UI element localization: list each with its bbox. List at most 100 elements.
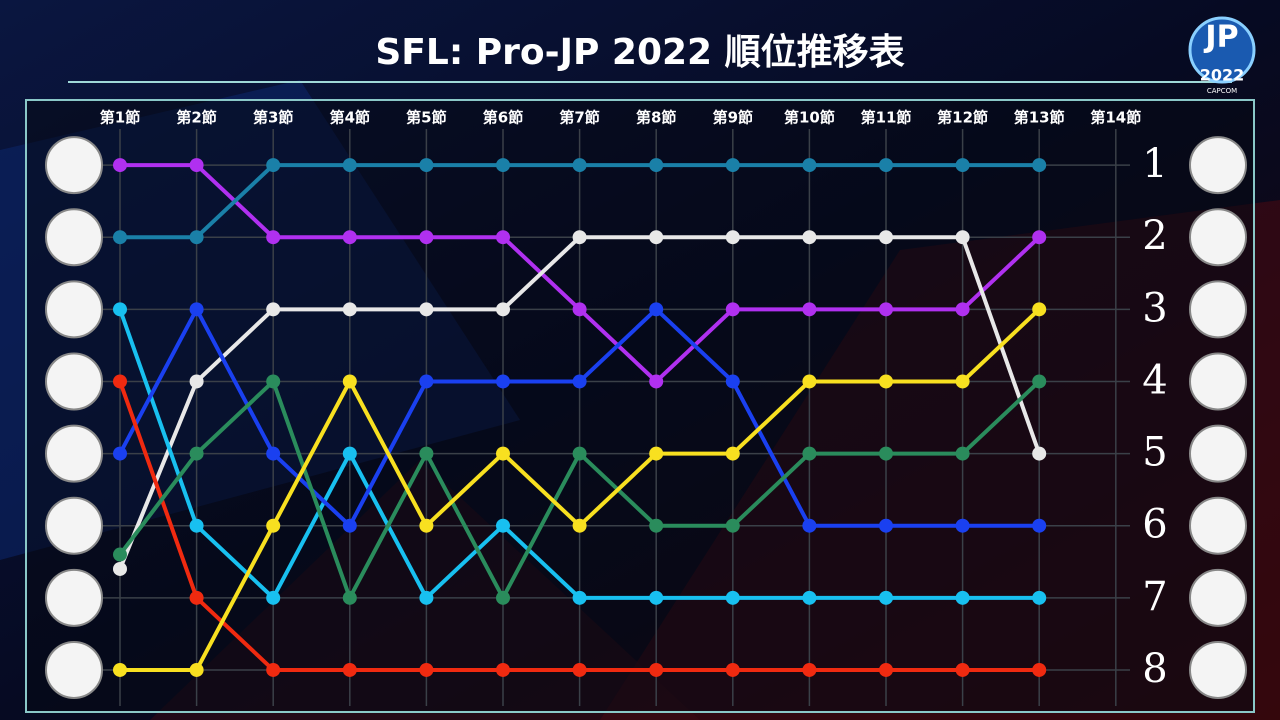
x-tick-label: 第1節 <box>100 109 140 127</box>
point <box>649 590 664 605</box>
point <box>649 662 664 677</box>
point <box>725 446 740 461</box>
point <box>266 302 281 317</box>
point <box>879 518 893 533</box>
point <box>189 302 204 317</box>
point <box>572 158 587 173</box>
point <box>802 446 817 461</box>
point <box>419 302 434 317</box>
point <box>189 518 204 533</box>
team-logo <box>1189 568 1247 627</box>
point <box>879 158 893 173</box>
point <box>189 446 204 461</box>
x-tick-label: 第6節 <box>483 109 523 127</box>
point <box>419 662 434 677</box>
point <box>1032 590 1047 605</box>
point <box>879 230 893 245</box>
point <box>342 590 357 605</box>
point <box>419 374 434 389</box>
y-tick-label: 1 <box>1142 141 1167 187</box>
team-logo <box>45 496 103 555</box>
point <box>113 230 127 245</box>
point <box>419 590 434 605</box>
x-tick-label: 第13節 <box>1014 109 1065 127</box>
point <box>342 230 357 245</box>
team-logo <box>1189 208 1247 267</box>
point <box>955 518 970 533</box>
point <box>649 446 664 461</box>
y-tick-label: 3 <box>1142 285 1167 331</box>
point <box>266 662 281 677</box>
point <box>955 374 970 389</box>
y-tick-label: 2 <box>1142 213 1167 259</box>
point <box>649 518 664 533</box>
x-tick-label: 第5節 <box>406 109 446 127</box>
point <box>955 158 970 173</box>
point <box>802 302 817 317</box>
point <box>802 518 817 533</box>
point <box>955 662 970 677</box>
point <box>649 230 664 245</box>
point <box>725 662 740 677</box>
point <box>802 158 817 173</box>
point <box>802 374 817 389</box>
y-tick-label: 8 <box>1142 646 1167 692</box>
point <box>1032 446 1047 461</box>
team-logo <box>45 352 103 411</box>
point <box>342 302 357 317</box>
point <box>496 590 510 605</box>
point <box>342 374 357 389</box>
team-logo <box>1189 352 1247 411</box>
point <box>1032 230 1047 245</box>
point <box>802 662 817 677</box>
point <box>189 374 204 389</box>
point <box>266 158 281 173</box>
point <box>113 446 127 461</box>
point <box>879 662 893 677</box>
point <box>266 374 281 389</box>
point <box>419 230 434 245</box>
point <box>725 302 740 317</box>
x-tick-label: 第9節 <box>713 109 753 127</box>
point <box>879 446 893 461</box>
team-logo <box>45 208 103 267</box>
point <box>189 590 204 605</box>
point <box>572 302 587 317</box>
point <box>496 374 510 389</box>
y-tick-label: 5 <box>1142 430 1167 476</box>
point <box>342 518 357 533</box>
team-logo <box>1189 280 1247 339</box>
point <box>802 590 817 605</box>
team-logo <box>45 640 103 699</box>
point <box>572 230 587 245</box>
y-tick-label: 7 <box>1142 574 1167 620</box>
point <box>955 590 970 605</box>
point <box>955 302 970 317</box>
point <box>879 590 893 605</box>
point <box>342 446 357 461</box>
point <box>189 230 204 245</box>
point <box>419 518 434 533</box>
point <box>649 158 664 173</box>
team-logo <box>45 136 103 195</box>
point <box>419 446 434 461</box>
point <box>1032 158 1047 173</box>
point <box>1032 302 1047 317</box>
logo-brand: CAPCOM <box>1207 87 1237 95</box>
point <box>189 662 204 677</box>
point <box>342 158 357 173</box>
point <box>572 374 587 389</box>
x-tick-label: 第10節 <box>784 109 835 127</box>
point <box>113 547 127 562</box>
point <box>496 446 510 461</box>
point <box>879 374 893 389</box>
point <box>725 158 740 173</box>
point <box>572 662 587 677</box>
point <box>496 302 510 317</box>
point <box>419 158 434 173</box>
point <box>266 230 281 245</box>
point <box>342 662 357 677</box>
point <box>496 158 510 173</box>
point <box>572 446 587 461</box>
chart-title: SFL: Pro-JP 2022 順位推移表 <box>375 32 904 73</box>
